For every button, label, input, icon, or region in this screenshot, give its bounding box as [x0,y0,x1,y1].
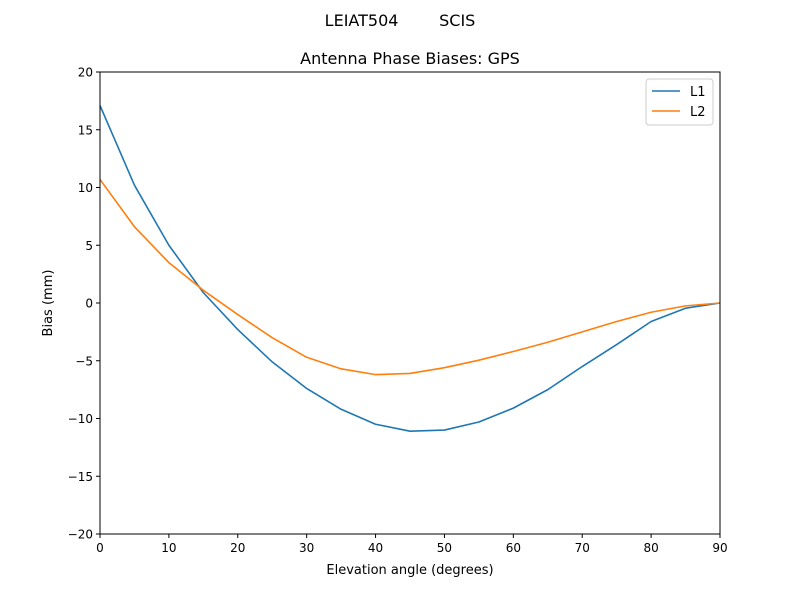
x-tick-label: 20 [230,541,245,555]
y-tick-label: 15 [78,123,93,137]
series-line-l1 [99,105,721,433]
chart-title: Antenna Phase Biases: GPS [300,49,520,68]
plot-area-frame [99,71,721,535]
x-tick-label: 90 [712,541,727,555]
legend-label-l2: L2 [690,105,706,120]
y-tick-label: 5 [85,239,93,253]
x-tick-label: 70 [575,541,590,555]
y-tick-label: −15 [68,470,93,484]
legend-label-l1: L1 [690,85,706,100]
y-tick-label: −10 [68,412,93,426]
series-line-l2 [99,178,721,376]
x-tick-label: 0 [96,541,104,555]
x-axis-label: Elevation angle (degrees) [326,563,493,578]
x-tick-label: 50 [437,541,452,555]
y-tick-label: 10 [78,181,93,195]
y-tick-label: 20 [78,66,93,80]
x-tick-label: 30 [299,541,314,555]
x-tick-label: 40 [368,541,383,555]
y-tick-label: −5 [75,354,93,368]
x-tick-label: 80 [643,541,658,555]
y-tick-label: 0 [85,297,93,311]
y-axis-label: Bias (mm) [41,270,56,337]
y-tick-label: −20 [68,528,93,542]
chart-suptitle: LEIAT504 SCIS [325,11,476,30]
x-tick-label: 60 [506,541,521,555]
x-tick-label: 10 [161,541,176,555]
